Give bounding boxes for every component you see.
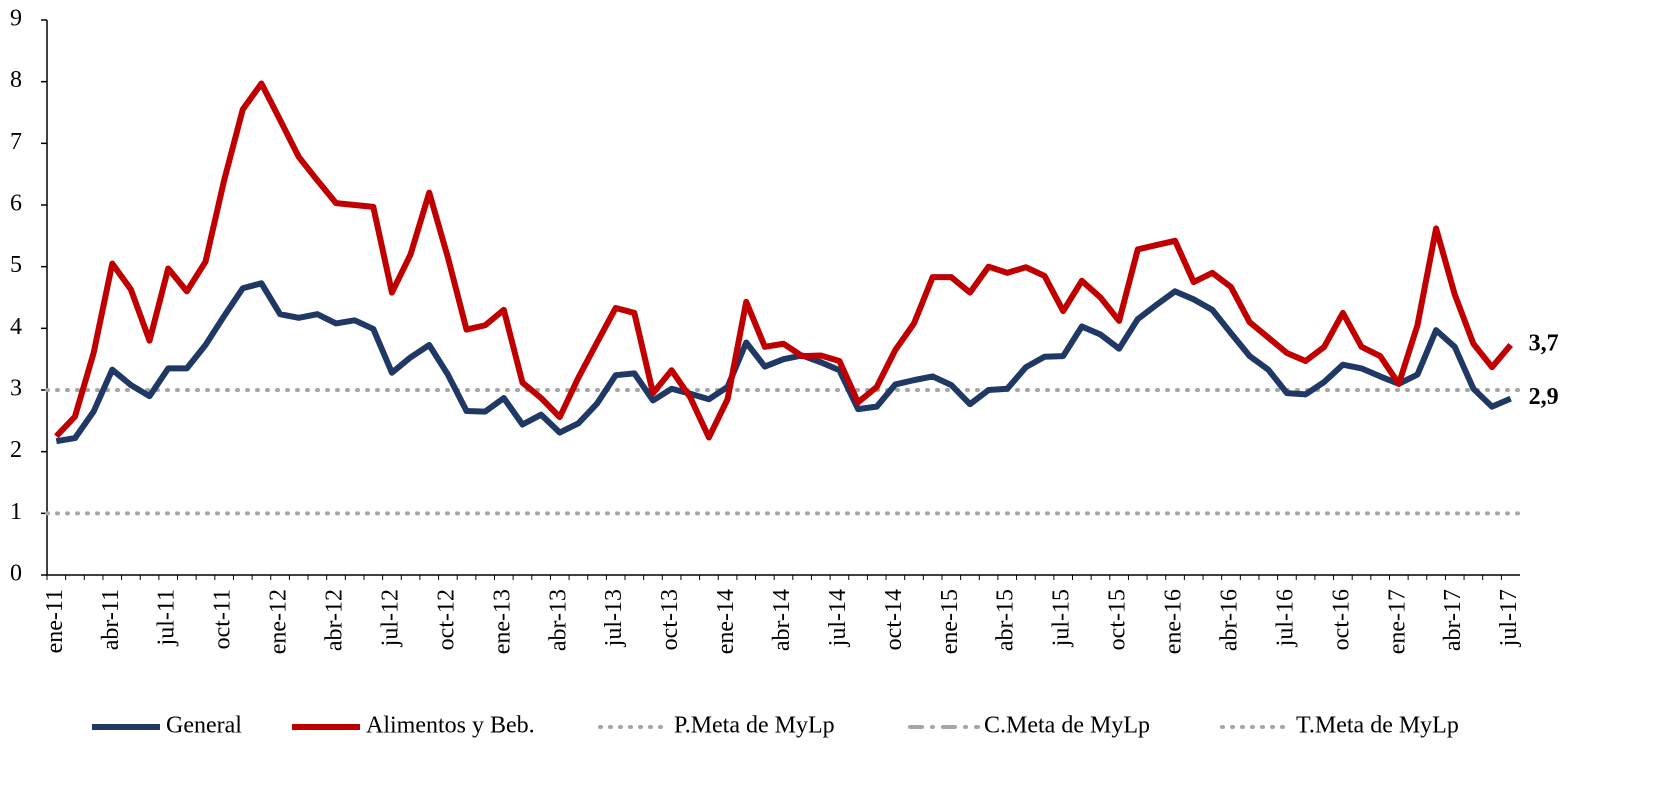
x-tick-label: ene-16 (1161, 589, 1187, 654)
x-tick-label: jul-17 (1496, 589, 1522, 647)
legend-label: General (166, 713, 242, 739)
x-tick-label: oct-12 (433, 589, 459, 650)
x-tick-label: ene-17 (1384, 589, 1410, 654)
x-tick-label: jul-14 (825, 589, 851, 647)
x-tick-label: ene-11 (42, 589, 68, 653)
x-tick-label: jul-15 (1049, 589, 1075, 647)
x-tick-label: oct-16 (1328, 589, 1354, 650)
y-tick-label: 4 (10, 314, 22, 340)
x-tick-label: jul-12 (377, 589, 403, 647)
x-tick-label: ene-15 (937, 589, 963, 654)
x-tick-label: abr-14 (769, 589, 795, 651)
x-tick-label: ene-14 (713, 589, 739, 654)
y-tick-label: 2 (10, 437, 22, 463)
x-tick-label: abr-16 (1216, 589, 1242, 651)
x-tick-label: abr-11 (98, 589, 124, 650)
y-tick-label: 3 (10, 376, 22, 402)
x-tick-label: ene-13 (489, 589, 515, 654)
y-tick-label: 8 (10, 67, 22, 93)
x-tick-label: ene-12 (266, 589, 292, 654)
y-tick-label: 9 (10, 6, 22, 32)
x-tick-label: jul-13 (601, 589, 627, 647)
y-tick-label: 6 (10, 191, 22, 217)
x-tick-label: abr-17 (1440, 589, 1466, 651)
y-tick-label: 5 (10, 252, 22, 278)
x-tick-label: abr-12 (322, 589, 348, 651)
y-tick-label: 0 (10, 561, 22, 587)
x-tick-label: oct-14 (881, 589, 907, 650)
x-tick-label: abr-13 (545, 589, 571, 651)
x-tick-label: jul-16 (1272, 589, 1298, 647)
data-label: 2,9 (1529, 384, 1559, 410)
legend-label: P.Meta de MyLp (674, 713, 835, 739)
legend-label: Alimentos y Beb. (366, 713, 535, 739)
data-label: 3,7 (1529, 330, 1559, 356)
series-line (56, 84, 1510, 438)
x-tick-label: oct-13 (657, 589, 683, 650)
chart: 0 1 2 3 4 5 6 7 8 9 ene-11 abr-11 jul-11 oct-11 ene-12… (0, 0, 1656, 785)
x-tick-label: oct-11 (210, 589, 236, 649)
x-tick-label: jul-11 (154, 589, 180, 646)
legend-label: C.Meta de MyLp (984, 713, 1150, 739)
legend-label: T.Meta de MyLp (1296, 713, 1459, 739)
y-tick-label: 7 (10, 129, 22, 155)
y-tick-label: 1 (10, 499, 22, 525)
x-tick-label: abr-15 (993, 589, 1019, 651)
series-line (56, 283, 1510, 441)
x-tick-label: oct-15 (1105, 589, 1131, 650)
